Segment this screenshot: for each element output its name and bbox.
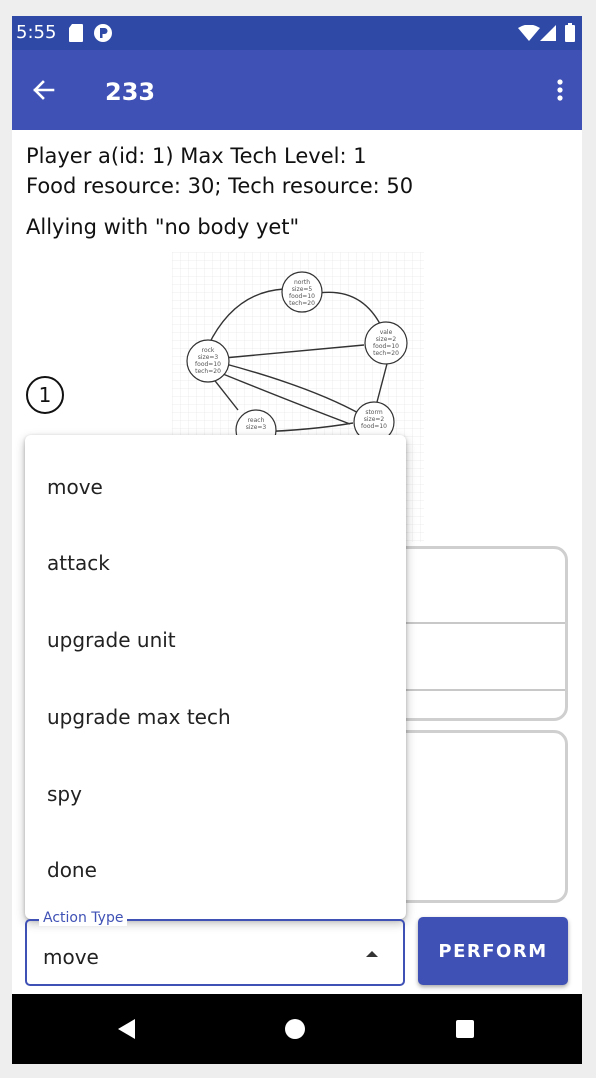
map-node-size: size=3 <box>246 424 267 431</box>
map-node-tech: tech=20 <box>289 300 315 307</box>
wifi-icon <box>518 25 540 41</box>
action-type-select[interactable]: Action Type move <box>25 910 405 986</box>
resource-info: Food resource: 30; Tech resource: 50 <box>26 174 414 198</box>
map-node-food: food=10 <box>289 293 315 300</box>
map-node-food: food=10 <box>361 423 387 430</box>
caret-up-icon <box>366 951 378 957</box>
map-node-rock: rock size=3 food=10 tech=20 <box>186 339 230 383</box>
app-notification-icon <box>94 24 112 42</box>
menu-item-attack[interactable]: attack <box>25 525 406 601</box>
map-node-north: north size=5 food=10 tech=20 <box>281 271 323 313</box>
action-type-menu: move attack upgrade unit upgrade max tec… <box>25 435 406 919</box>
menu-item-label: spy <box>47 782 82 806</box>
menu-item-done[interactable]: done <box>25 832 406 908</box>
map-node-size: size=5 <box>292 286 313 293</box>
map-node-label: rock <box>202 347 215 354</box>
back-button[interactable] <box>24 70 64 110</box>
system-nav-bar <box>12 994 582 1064</box>
status-time: 5:55 <box>16 22 57 43</box>
nav-back-icon[interactable] <box>118 1019 135 1039</box>
menu-item-upgrade-unit[interactable]: upgrade unit <box>25 602 406 678</box>
map-node-label: reach <box>248 417 265 424</box>
battery-icon <box>565 23 575 42</box>
map-node-label: north <box>294 279 310 286</box>
map-node-food: food=10 <box>195 361 221 368</box>
menu-item-label: done <box>47 858 97 882</box>
nav-recents-icon[interactable] <box>456 1020 474 1038</box>
map-node-food: food=10 <box>373 343 399 350</box>
map-node-tech: tech=20 <box>373 350 399 357</box>
menu-item-spy[interactable]: spy <box>25 756 406 832</box>
map-node-size: size=2 <box>376 336 397 343</box>
status-bar: 5:55 <box>12 16 582 50</box>
select-value: move <box>43 945 99 969</box>
perform-button[interactable]: PERFORM <box>418 917 568 985</box>
map-node-size: size=3 <box>198 354 219 361</box>
map-node-tech: tech=20 <box>195 368 221 375</box>
round-number-badge: 1 <box>26 376 64 414</box>
player-info: Player a(id: 1) Max Tech Level: 1 <box>26 144 367 168</box>
app-screen: 5:55 233 <box>12 16 582 1064</box>
app-bar: 233 <box>12 50 582 130</box>
perform-button-label: PERFORM <box>438 940 548 962</box>
sd-card-icon <box>69 24 83 42</box>
alliance-info: Allying with "no body yet" <box>26 215 300 239</box>
menu-item-label: attack <box>47 551 110 575</box>
arrow-back-icon <box>33 80 55 100</box>
cellular-signal-icon <box>540 25 556 41</box>
menu-item-label: upgrade unit <box>47 628 176 652</box>
more-vert-icon <box>557 79 563 101</box>
menu-item-upgrade-max-tech[interactable]: upgrade max tech <box>25 679 406 755</box>
map-node-size: size=2 <box>364 416 385 423</box>
overflow-menu-button[interactable] <box>545 70 575 110</box>
menu-item-label: move <box>47 475 103 499</box>
page-title: 233 <box>105 78 156 106</box>
map-node-label: storm <box>365 409 383 416</box>
nav-home-icon[interactable] <box>285 1019 305 1039</box>
menu-item-label: upgrade max tech <box>47 705 231 729</box>
map-node-vale: vale size=2 food=10 tech=20 <box>364 321 408 365</box>
select-legend: Action Type <box>39 910 128 926</box>
map-node-label: vale <box>380 329 393 336</box>
menu-item-move[interactable]: move <box>25 449 406 525</box>
